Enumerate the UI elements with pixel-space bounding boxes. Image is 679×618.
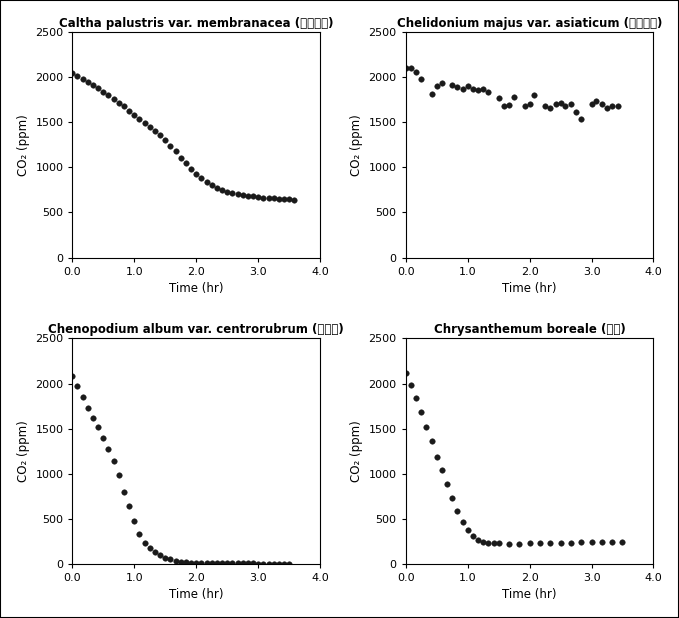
X-axis label: Time (hr): Time (hr)	[169, 282, 223, 295]
Y-axis label: CO₂ (ppm): CO₂ (ppm)	[350, 420, 363, 482]
X-axis label: Time (hr): Time (hr)	[502, 588, 557, 601]
Title: Chelidonium majus var. asiaticum (애기릎풀): Chelidonium majus var. asiaticum (애기릎풀)	[397, 17, 662, 30]
X-axis label: Time (hr): Time (hr)	[502, 282, 557, 295]
Title: Chenopodium album var. centrorubrum (명아주): Chenopodium album var. centrorubrum (명아주…	[48, 323, 344, 336]
Y-axis label: CO₂ (ppm): CO₂ (ppm)	[17, 114, 30, 176]
Y-axis label: CO₂ (ppm): CO₂ (ppm)	[17, 420, 30, 482]
Title: Chrysanthemum boreale (산국): Chrysanthemum boreale (산국)	[434, 323, 625, 336]
Y-axis label: CO₂ (ppm): CO₂ (ppm)	[350, 114, 363, 176]
X-axis label: Time (hr): Time (hr)	[169, 588, 223, 601]
Title: Caltha palustris var. membranacea (동의나물): Caltha palustris var. membranacea (동의나물)	[59, 17, 333, 30]
